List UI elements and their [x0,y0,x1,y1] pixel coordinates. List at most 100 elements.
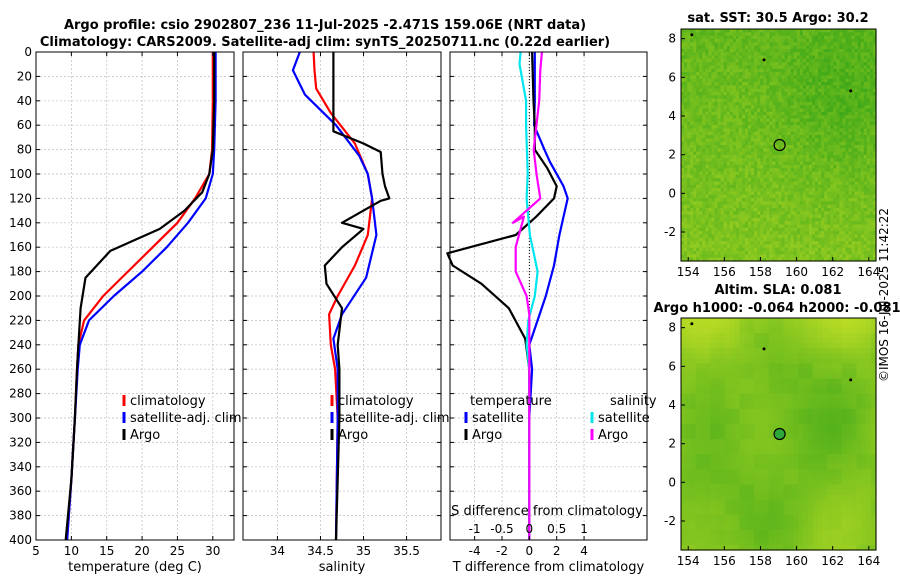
sst-map-cell [757,211,761,216]
sst-map-cell [723,78,728,83]
sst-map-cell [684,207,688,212]
sst-map-cell [812,42,816,47]
sst-map-cell [830,45,834,50]
sst-map-cell [808,227,813,232]
sst-map-cell [754,161,758,166]
sst-map-cell [735,29,740,33]
sst-map-cell [842,201,847,206]
sla-map-cell [710,373,716,380]
sst-map-cell [690,35,694,40]
sst-map-cell [757,181,761,186]
sst-map-cell [684,72,688,76]
sst-map-cell [793,181,798,186]
sst-map-cell [720,154,725,159]
sst-map-cell [760,184,764,189]
sst-map-cell [854,227,859,232]
sst-map-cell [830,207,834,212]
sst-map-cell [863,207,868,212]
sst-map-cell [860,221,865,226]
sst-map-cell [802,115,807,120]
sst-map-cell [757,198,761,202]
sst-map-cell [766,108,770,113]
sst-map-cell [799,88,804,93]
sst-map-cell [775,98,780,103]
sst-map-cell [705,55,710,60]
sla-map-cell [705,403,711,410]
sst-map-cell [845,128,850,133]
sst-map-cell [802,48,807,53]
sst-map-cell [812,171,816,176]
sst-map-cell [863,95,868,100]
sst-map-cell [693,38,697,43]
sst-map-cell [824,244,828,249]
sst-map-cell [790,98,795,103]
sst-map-cell [684,65,688,70]
sst-map-cell [818,254,822,259]
sst-map-cell [769,52,774,57]
sst-map-cell [720,65,725,70]
sst-map-cell [684,105,688,110]
sst-map-cell [866,227,871,232]
sst-map-cell [708,78,713,83]
sst-map-cell [799,234,804,239]
sst-map-cell [732,151,737,156]
sst-map-cell [766,62,770,67]
sst-map-cell [839,98,844,103]
sst-map-cell [860,181,865,186]
sst-map-cell [857,237,862,242]
sst-map-cell [729,231,734,236]
sst-map-cell [848,121,853,126]
sst-map-cell [735,241,740,246]
sst-map-cell [748,247,752,252]
sst-map-cell [869,254,874,259]
sst-map-cell [729,141,734,146]
sst-map-cell [720,221,725,226]
sst-map-cell [872,257,877,262]
sst-map-cell [723,201,728,206]
sst-map-cell [699,65,703,70]
sst-map-cell [821,231,825,236]
sst-map-cell [836,221,841,226]
sst-map-cell [714,38,719,43]
sst-map-cell [818,174,822,179]
sst-map-cell [744,72,749,76]
sla-map-cell [705,363,711,370]
sst-map-cell [693,257,697,262]
sst-map-cell [836,244,841,249]
sst-map-cell [839,257,844,262]
sla-map-cell [690,539,697,546]
sst-map-cell [687,191,691,196]
sst-map-cell [869,55,874,60]
sst-map-cell [684,217,688,222]
sst-map-cell [796,111,801,116]
sst-map-cell [744,68,749,73]
sst-map-cell [793,65,798,70]
sst-map-cell [693,211,697,216]
sst-map-cell [687,231,691,236]
sst-map-cell [772,52,777,57]
sla-map-cell [705,514,711,521]
sst-map-cell [793,125,798,130]
sst-map-cell [866,58,871,63]
sst-map-cell [790,257,795,262]
sst-map-cell [872,214,877,219]
sst-map-cell [766,201,770,206]
sst-map-cell [696,191,700,196]
sst-map-cell [729,42,734,47]
sst-map-cell [757,194,761,199]
sst-map-cell [696,207,700,212]
sla-map-cell [710,418,716,425]
sst-map-cell [723,221,728,226]
sst-map-cell [778,237,783,242]
sst-map-cell [714,138,719,143]
sst-map-cell [863,35,868,40]
sst-map-cell [772,231,777,236]
sst-map-cell [711,181,716,186]
sst-map-cell [821,198,825,202]
sst-map-cell [842,98,847,103]
sst-map-cell [845,118,850,123]
sst-map-cell [818,237,822,242]
sst-map-cell [741,181,746,186]
sst-map-cell [848,161,853,166]
sst-map-cell [711,108,716,113]
